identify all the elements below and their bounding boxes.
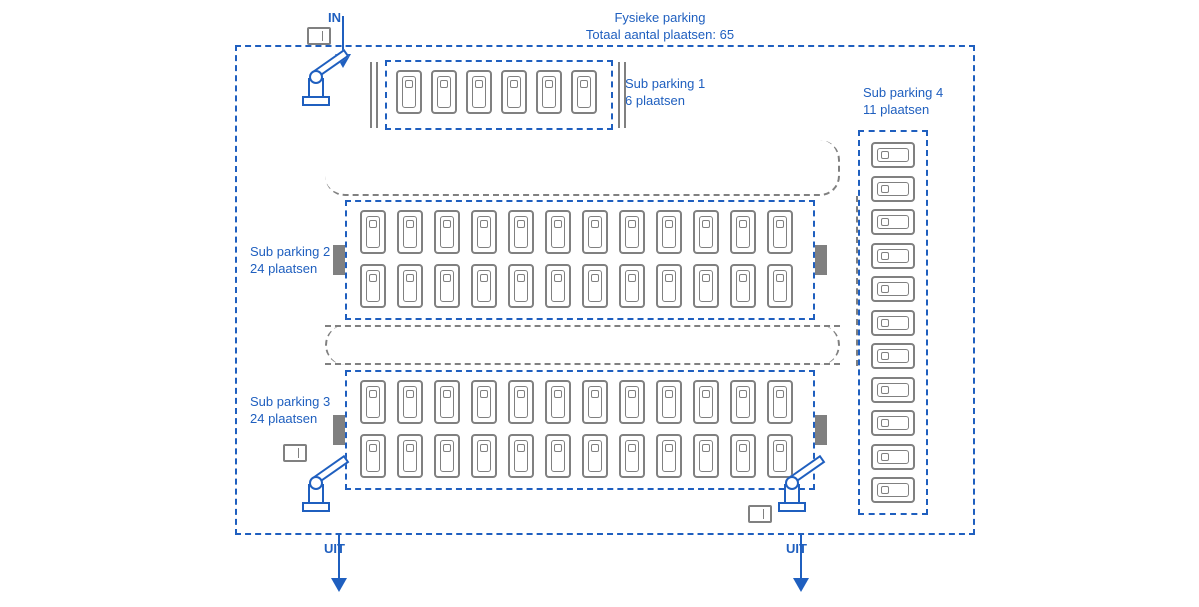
divider-bar [370, 62, 372, 128]
parked-car [871, 343, 915, 369]
row-end-block [333, 245, 345, 275]
title-line1: Fysieke parking [614, 10, 705, 25]
sub-parking-4-label: Sub parking 4 11 plaatsen [863, 85, 943, 119]
parked-car [508, 434, 534, 478]
parked-car [360, 210, 386, 254]
divider-bar [618, 62, 620, 128]
parked-car [471, 380, 497, 424]
parked-car [656, 210, 682, 254]
parked-car [536, 70, 562, 114]
parked-car [693, 264, 719, 308]
title: Fysieke parking Totaal aantal plaatsen: … [550, 10, 770, 44]
parked-car [767, 264, 793, 308]
parked-car [545, 434, 571, 478]
parked-car [656, 434, 682, 478]
parked-car [619, 264, 645, 308]
barrier-gate-icon [292, 62, 338, 106]
parked-car [545, 210, 571, 254]
parked-car [693, 210, 719, 254]
parked-car [397, 434, 423, 478]
parked-car [871, 276, 915, 302]
parked-car [656, 380, 682, 424]
parked-car [871, 243, 915, 269]
parked-car [397, 264, 423, 308]
parked-car [730, 434, 756, 478]
parked-car [431, 70, 457, 114]
parked-car [730, 380, 756, 424]
parked-car [656, 264, 682, 308]
parked-car [545, 380, 571, 424]
parked-car [730, 264, 756, 308]
parked-car [360, 264, 386, 308]
parked-car [360, 434, 386, 478]
row-end-block [815, 245, 827, 275]
parked-car [871, 477, 915, 503]
parked-car [619, 434, 645, 478]
parked-car [434, 264, 460, 308]
sub-parking-3-label: Sub parking 3 24 plaatsen [250, 394, 330, 428]
parked-car [466, 70, 492, 114]
ticket-machine-icon [307, 27, 331, 45]
barrier-gate-icon [768, 468, 814, 512]
parked-car [693, 380, 719, 424]
parked-car [571, 70, 597, 114]
ticket-machine-icon [748, 505, 772, 523]
parked-car [582, 210, 608, 254]
divider-bar [376, 62, 378, 128]
parked-car [471, 434, 497, 478]
parked-car [508, 380, 534, 424]
parked-car [730, 210, 756, 254]
parked-car [397, 380, 423, 424]
parked-car [582, 264, 608, 308]
parked-car [471, 264, 497, 308]
parked-car [871, 410, 915, 436]
parked-car [397, 210, 423, 254]
row-end-block [333, 415, 345, 445]
divider-bar [624, 62, 626, 128]
parked-car [767, 210, 793, 254]
road-path-2c [325, 345, 840, 365]
parked-car [767, 380, 793, 424]
sub-parking-2-label: Sub parking 2 24 plaatsen [250, 244, 330, 278]
parked-car [508, 210, 534, 254]
parked-car [871, 377, 915, 403]
out-label: UIT [324, 541, 345, 558]
parked-car [619, 210, 645, 254]
parked-car [693, 434, 719, 478]
ticket-machine-icon [283, 444, 307, 462]
parked-car [501, 70, 527, 114]
road-path-2b [325, 325, 840, 345]
parked-car [434, 380, 460, 424]
parked-car [871, 209, 915, 235]
parked-car [508, 264, 534, 308]
parked-car [619, 380, 645, 424]
parked-car [471, 210, 497, 254]
parked-car [396, 70, 422, 114]
parked-car [871, 176, 915, 202]
parking-diagram: Fysieke parking Totaal aantal plaatsen: … [0, 0, 1199, 607]
parked-car [582, 380, 608, 424]
title-line2: Totaal aantal plaatsen: 65 [586, 27, 734, 42]
parked-car [434, 210, 460, 254]
road-path-3 [838, 196, 858, 366]
parked-car [582, 434, 608, 478]
parked-car [545, 264, 571, 308]
sub-parking-1-label: Sub parking 1 6 plaatsen [625, 76, 705, 110]
parked-car [871, 142, 915, 168]
row-end-block [815, 415, 827, 445]
barrier-gate-icon [292, 468, 338, 512]
road-path-1 [325, 140, 840, 196]
parked-car [871, 444, 915, 470]
parked-car [360, 380, 386, 424]
parked-car [434, 434, 460, 478]
out-label: UIT [786, 541, 807, 558]
parked-car [871, 310, 915, 336]
in-label: IN [328, 10, 341, 27]
